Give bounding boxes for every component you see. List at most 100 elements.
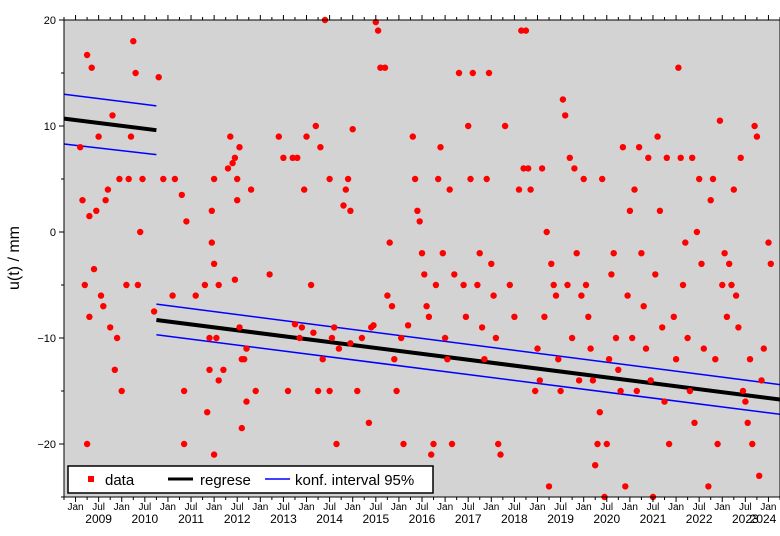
- data-point: [562, 112, 569, 119]
- data-point: [652, 271, 659, 278]
- data-point: [90, 265, 98, 273]
- data-point: [347, 340, 354, 347]
- x-year-label: 2013: [270, 512, 297, 526]
- data-point: [478, 324, 486, 331]
- x-year-label: 2014: [316, 512, 343, 526]
- data-point: [411, 175, 419, 183]
- data-point: [709, 175, 717, 183]
- data-point: [716, 117, 724, 124]
- data-point: [656, 207, 664, 214]
- data-point: [589, 377, 597, 384]
- data-point: [183, 218, 190, 225]
- data-point: [441, 334, 449, 342]
- data-point: [139, 175, 146, 183]
- y-tick-label: 0: [50, 227, 56, 239]
- x-year-label: 2022: [686, 512, 713, 526]
- data-point: [689, 154, 696, 161]
- data-point: [541, 313, 548, 320]
- data-point: [568, 334, 576, 342]
- data-point: [100, 303, 107, 310]
- data-point: [691, 419, 698, 426]
- data-point: [732, 292, 740, 299]
- data-point: [247, 186, 255, 193]
- data-point: [201, 281, 209, 289]
- data-point: [693, 228, 701, 236]
- data-point: [398, 334, 405, 342]
- x-month-label: Jan: [67, 502, 83, 513]
- data-point: [86, 212, 93, 220]
- data-point: [210, 175, 218, 183]
- data-point: [455, 69, 463, 77]
- data-point: [208, 239, 215, 246]
- data-point: [543, 228, 550, 236]
- data-point: [252, 387, 259, 395]
- data-point: [448, 440, 456, 448]
- data-point: [585, 313, 592, 320]
- x-year-label: 2021: [640, 512, 667, 526]
- data-point: [582, 281, 590, 289]
- x-month-label: Jan: [483, 502, 499, 513]
- y-tick-label: −10: [37, 333, 56, 345]
- x-year-label: 2024: [750, 512, 777, 526]
- data-point: [79, 197, 86, 204]
- confidence-upper-line: [63, 93, 157, 107]
- data-point: [326, 175, 333, 183]
- x-month-label: Jul: [739, 502, 752, 513]
- confidence-upper-line: [156, 303, 780, 386]
- data-point: [319, 356, 326, 363]
- x-year-label: 2018: [501, 512, 528, 526]
- data-point: [462, 313, 470, 320]
- data-point: [631, 186, 638, 193]
- data-point: [231, 276, 239, 283]
- regression-line: [156, 318, 780, 402]
- data-point: [698, 260, 705, 267]
- x-month-label: Jan: [576, 502, 592, 513]
- data-point: [520, 165, 527, 172]
- x-year-label: 2023: [732, 512, 759, 526]
- data-point: [342, 186, 349, 193]
- data-point: [548, 260, 555, 267]
- data-point: [638, 250, 645, 257]
- data-point: [511, 313, 518, 320]
- legend-data-marker: [88, 476, 94, 482]
- data-point: [566, 154, 573, 161]
- data-point: [705, 483, 712, 490]
- data-point: [421, 271, 428, 278]
- data-point: [347, 207, 354, 214]
- x-month-label: Jan: [714, 502, 730, 513]
- data-point: [220, 366, 227, 373]
- data-point: [130, 38, 137, 45]
- data-point: [439, 250, 446, 257]
- x-month-label: Jan: [668, 502, 684, 513]
- x-year-label: 2019: [547, 512, 574, 526]
- x-year-label: 2020: [593, 512, 620, 526]
- data-point: [469, 69, 476, 77]
- data-point: [86, 313, 93, 320]
- data-point: [522, 27, 530, 34]
- data-point: [749, 440, 756, 448]
- data-point: [515, 186, 523, 193]
- data-point: [758, 377, 765, 384]
- data-point: [95, 133, 102, 140]
- data-point: [432, 281, 440, 289]
- data-point: [501, 122, 509, 130]
- data-point: [328, 334, 336, 342]
- x-month-label: Jan: [252, 502, 268, 513]
- data-point: [215, 377, 222, 384]
- data-point: [474, 281, 481, 289]
- data-point: [550, 281, 557, 289]
- data-point: [365, 419, 373, 426]
- x-month-label: Jul: [369, 502, 382, 513]
- x-month-label: Jan: [345, 502, 361, 513]
- x-month-label: Jan: [437, 502, 453, 513]
- data-point: [296, 334, 303, 342]
- data-point: [344, 175, 352, 183]
- data-point: [612, 334, 620, 342]
- data-point: [640, 303, 647, 310]
- data-point: [404, 322, 412, 329]
- data-point: [587, 345, 594, 352]
- confidence-lower-line: [156, 334, 780, 416]
- x-month-label: Jul: [323, 502, 336, 513]
- data-point: [160, 175, 167, 183]
- legend-data-label: data: [105, 472, 135, 489]
